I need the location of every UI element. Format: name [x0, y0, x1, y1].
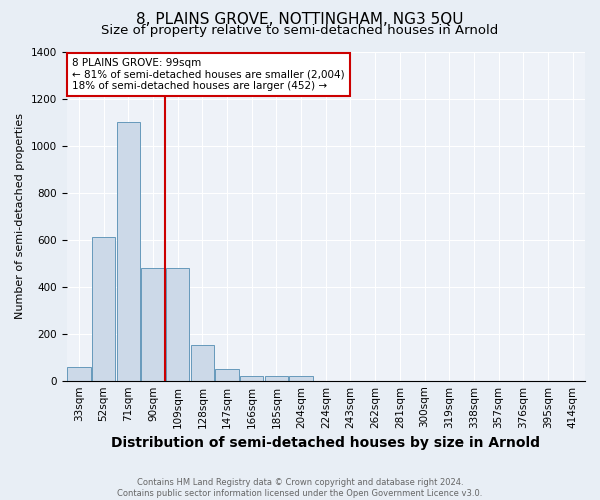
Text: Size of property relative to semi-detached houses in Arnold: Size of property relative to semi-detach…	[101, 24, 499, 37]
Bar	[116, 122, 140, 380]
Y-axis label: Number of semi-detached properties: Number of semi-detached properties	[15, 113, 25, 319]
Bar	[215, 369, 239, 380]
Bar	[289, 376, 313, 380]
Text: 8, PLAINS GROVE, NOTTINGHAM, NG3 5QU: 8, PLAINS GROVE, NOTTINGHAM, NG3 5QU	[136, 12, 464, 28]
Bar	[240, 376, 263, 380]
Bar	[141, 268, 164, 380]
Bar	[92, 238, 115, 380]
Text: 8 PLAINS GROVE: 99sqm
← 81% of semi-detached houses are smaller (2,004)
18% of s: 8 PLAINS GROVE: 99sqm ← 81% of semi-deta…	[72, 58, 344, 92]
Bar	[265, 376, 288, 380]
Bar	[67, 366, 91, 380]
Bar	[191, 346, 214, 380]
Bar	[166, 268, 190, 380]
X-axis label: Distribution of semi-detached houses by size in Arnold: Distribution of semi-detached houses by …	[111, 436, 540, 450]
Text: Contains HM Land Registry data © Crown copyright and database right 2024.
Contai: Contains HM Land Registry data © Crown c…	[118, 478, 482, 498]
